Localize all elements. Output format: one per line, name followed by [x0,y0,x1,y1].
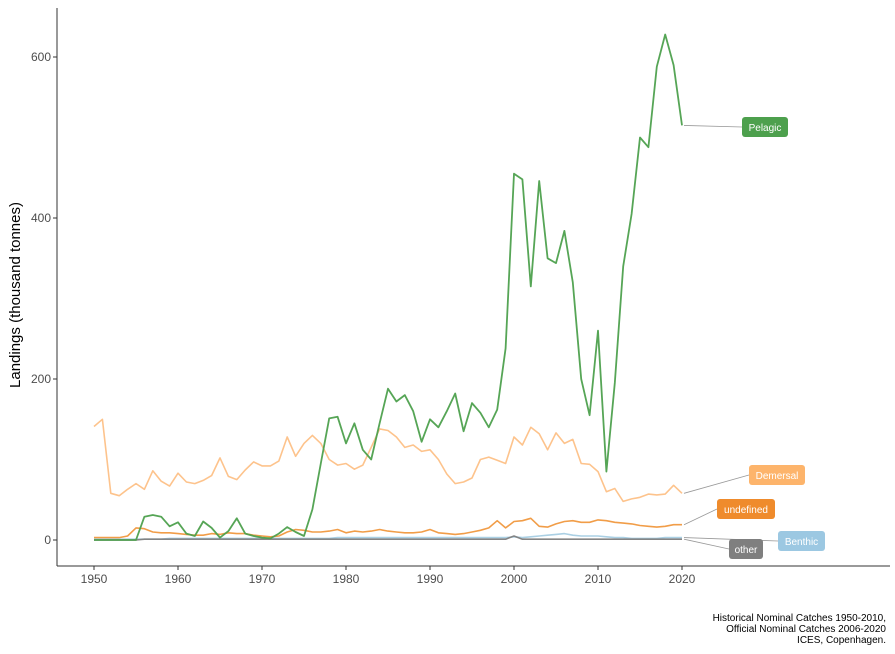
series-label-demersal: Demersal [756,471,799,482]
series-line-other [94,535,682,541]
x-tick-label: 1950 [81,572,108,586]
series-label-other: other [735,545,758,556]
x-tick-label: 2020 [669,572,696,586]
y-tick-label: 0 [44,533,51,547]
series-label-pelagic: Pelagic [749,123,782,134]
y-axis-title: Landings (thousand tonnes) [7,202,24,388]
x-tick-label: 2000 [501,572,528,586]
caption-line: Official Nominal Catches 2006-2020 [726,624,886,635]
series-label-box-benthic [778,531,825,551]
label-connector-undefined [683,508,718,526]
x-tick-label: 1990 [417,572,444,586]
label-connector-pelagic [683,125,743,128]
series-line-pelagic [94,33,683,541]
x-tick-label: 1980 [333,572,360,586]
series-label-box-demersal [749,465,805,485]
series-line-demersal [93,418,683,503]
caption-line: ICES, Copenhagen. [797,635,886,646]
caption-line: Historical Nominal Catches 1950-2010, [713,613,886,624]
series-label-box-pelagic [742,117,788,137]
x-tick-label: 1970 [249,572,276,586]
label-connector-other [683,538,730,550]
label-connector-demersal [683,474,750,494]
series-label-benthic: Benthic [785,537,818,548]
series-label-box-other [729,539,763,559]
series-label-box-undefined [717,499,775,519]
y-tick-label: 400 [31,211,51,225]
y-tick-label: 600 [31,50,51,64]
x-tick-label: 2010 [585,572,612,586]
series-label-undefined: undefined [724,505,768,516]
y-tick-label: 200 [31,372,51,386]
x-tick-label: 1960 [165,572,192,586]
